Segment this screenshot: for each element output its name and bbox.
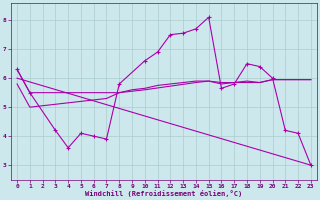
X-axis label: Windchill (Refroidissement éolien,°C): Windchill (Refroidissement éolien,°C) <box>85 190 243 197</box>
